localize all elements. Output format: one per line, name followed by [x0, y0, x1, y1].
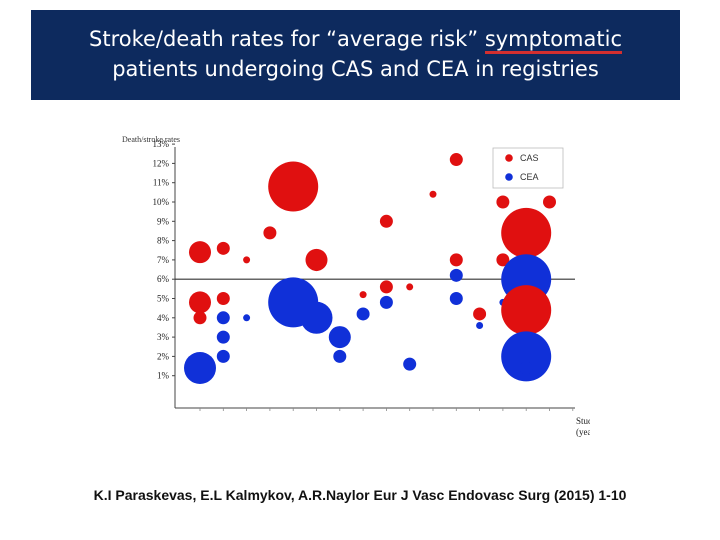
point-cas-38 — [501, 285, 552, 336]
point-cas-41 — [543, 195, 556, 209]
legend-label-cea: CEA — [520, 172, 539, 182]
title-banner: Stroke/death rates for “average risk” sy… — [31, 10, 680, 100]
legend-label-cas: CAS — [520, 153, 539, 163]
y-tick-label-3: 3% — [157, 332, 170, 342]
point-cas-1 — [189, 291, 211, 314]
y-tick-label-10: 10% — [153, 197, 170, 207]
point-cas-31 — [473, 307, 487, 321]
point-cas-24 — [406, 283, 414, 291]
point-cas-21 — [379, 214, 393, 228]
point-cas-36 — [501, 207, 552, 258]
point-cea-30 — [449, 292, 463, 305]
point-cea-23 — [379, 295, 393, 309]
point-cas-12 — [268, 161, 319, 212]
title-underlined-word: symptomatic — [484, 27, 622, 54]
legend-box — [492, 147, 564, 189]
y-tick-label-1: 1% — [157, 371, 170, 381]
point-cas-9 — [243, 256, 251, 264]
point-cea-40 — [519, 361, 533, 375]
y-tick-label-11: 11% — [153, 178, 170, 188]
point-cas-15 — [313, 264, 320, 272]
title-line-2: patients undergoing CAS and CEA in regis… — [112, 57, 599, 81]
point-cas-4 — [216, 241, 230, 255]
point-cea-17 — [328, 326, 351, 349]
y-tick-label-12: 12% — [153, 158, 170, 168]
legend-marker-cas — [505, 154, 513, 162]
point-cas-28 — [449, 253, 463, 267]
citation: K.I Paraskevas, E.L Kalmykov, A.R.Naylor… — [93, 487, 627, 503]
point-cas-27 — [449, 153, 463, 167]
y-tick-label-9: 9% — [157, 216, 170, 226]
point-cea-39 — [501, 331, 552, 382]
y-axis-label: Death/stroke rates — [122, 135, 180, 144]
point-cea-6 — [216, 311, 230, 325]
point-cea-29 — [449, 268, 463, 282]
point-cas-11 — [263, 226, 277, 240]
point-cea-32 — [476, 322, 484, 330]
point-cas-14 — [305, 248, 328, 271]
point-cas-22 — [379, 280, 393, 294]
y-tick-label-7: 7% — [157, 255, 170, 265]
point-cas-34 — [496, 253, 510, 267]
point-cea-10 — [243, 314, 251, 322]
y-tick-label-8: 8% — [157, 236, 170, 246]
point-cas-33 — [496, 195, 510, 209]
point-cea-16 — [300, 301, 333, 334]
title-text-1: Stroke/death rates for “average risk” — [89, 27, 485, 51]
point-cas-26 — [429, 190, 437, 198]
point-cas-19 — [359, 291, 367, 299]
y-tick-label-5: 5% — [157, 294, 170, 304]
y-tick-label-13: 13% — [153, 139, 170, 149]
point-cas-2 — [193, 311, 207, 325]
point-cea-20 — [356, 307, 370, 321]
title-line-1: Stroke/death rates for “average risk” sy… — [31, 24, 680, 54]
x-axis-label-year: (year) — [576, 427, 590, 437]
point-cea-3 — [184, 351, 216, 384]
y-tick-label-2: 2% — [157, 351, 170, 361]
point-cas-0 — [189, 241, 211, 264]
point-cea-25 — [403, 357, 417, 371]
point-cea-8 — [216, 349, 230, 363]
point-cas-5 — [216, 292, 230, 305]
y-tick-label-4: 4% — [157, 313, 170, 323]
x-axis-label-study: Study — [576, 416, 590, 426]
legend-marker-cea — [505, 173, 513, 181]
point-cea-7 — [216, 330, 230, 344]
point-cea-18 — [333, 349, 347, 363]
y-tick-label-6: 6% — [157, 274, 170, 284]
